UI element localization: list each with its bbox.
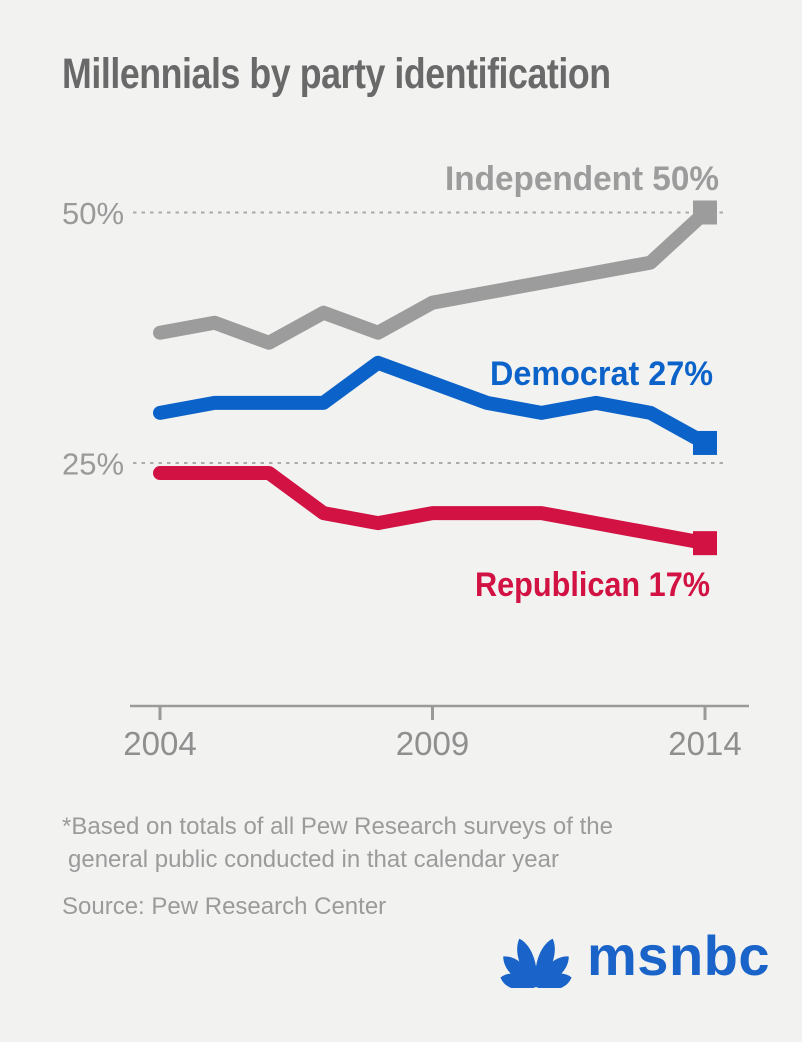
msnbc-logo-text: msnbc [587, 924, 770, 987]
chart-footnote: *Based on totals of all Pew Research sur… [62, 810, 613, 876]
series-line-independent [153, 205, 712, 350]
x-tick-label: 2014 [668, 725, 741, 762]
series-line-democrat [153, 355, 712, 450]
series-label-independent: Independent 50% [445, 160, 719, 198]
nbc-peacock-icon [500, 938, 572, 988]
series-end-marker-independent [693, 200, 717, 225]
y-tick-label: 25% [62, 447, 124, 482]
peacock-feather-6 [536, 973, 572, 988]
peacock-feather-1 [500, 973, 536, 988]
peacock-feather-3 [517, 938, 537, 987]
peacock-feather-2 [503, 956, 536, 987]
series-label-republican: Republican 17% [475, 566, 710, 604]
source-credit: Source: Pew Research Center [62, 893, 387, 920]
series-end-marker-republican [693, 531, 717, 556]
series-line-republican [153, 466, 712, 551]
y-tick-label: 50% [62, 196, 124, 231]
x-tick-label: 2004 [123, 725, 196, 762]
peacock-feather-4 [535, 938, 555, 987]
x-tick-label: 2009 [396, 725, 469, 762]
series-end-marker-democrat [693, 430, 717, 455]
series-label-democrat: Democrat 27% [490, 355, 713, 393]
party-identification-line-chart: 50% 25% 2004 2009 2014 Independent 50% Demo… [62, 160, 749, 762]
msnbc-logo: msnbc [495, 926, 785, 990]
chart-title: Millennials by party identification [62, 50, 611, 98]
footnote-line-1: *Based on totals of all Pew Research sur… [62, 813, 613, 840]
footnote-line-2: general public conducted in that calenda… [68, 846, 559, 873]
